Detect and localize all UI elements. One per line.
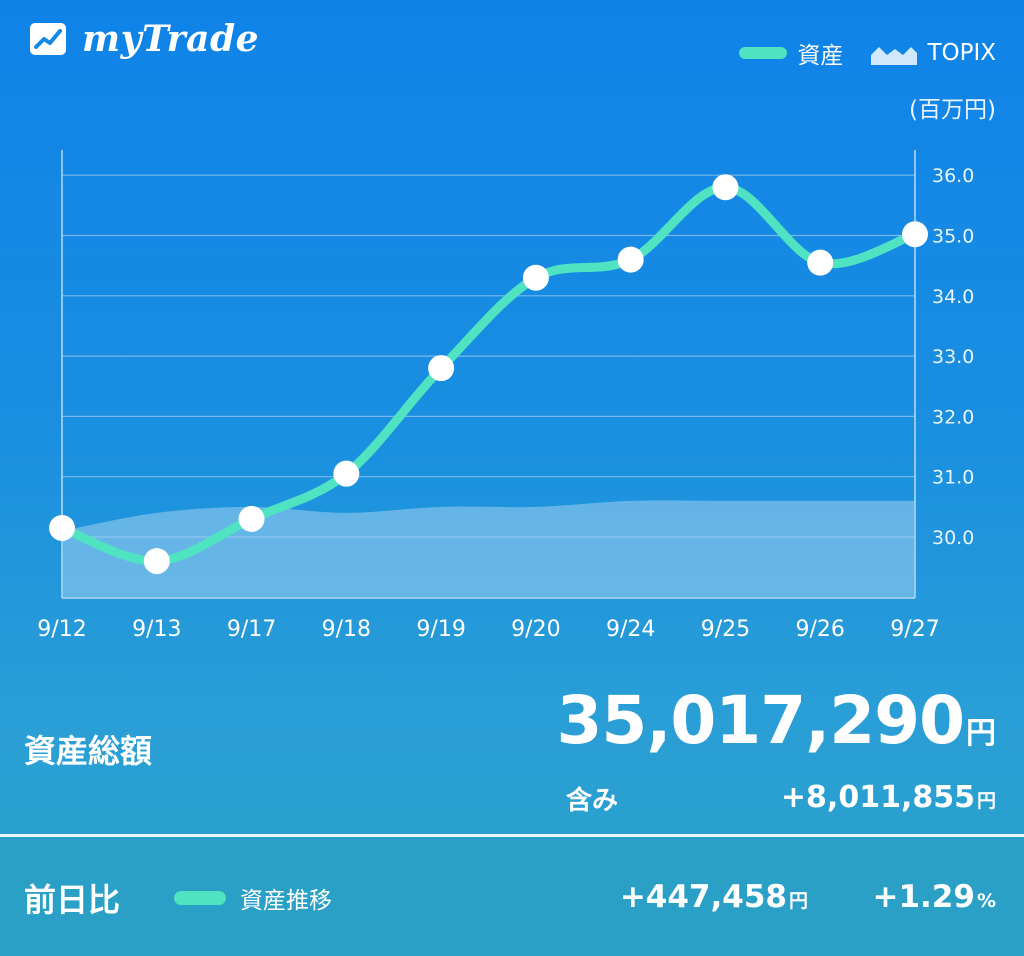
day-change-label: 前日比 <box>24 881 121 919</box>
total-assets-unit: 円 <box>966 716 996 751</box>
asset-point <box>49 514 75 541</box>
unit-label: (百万円) <box>909 97 996 123</box>
x-tick-label: 9/20 <box>511 617 560 642</box>
asset-legend-swatch <box>739 47 788 59</box>
day-change-percent: +1.29 % <box>872 879 996 915</box>
asset-point <box>902 221 928 248</box>
x-tick-label: 9/18 <box>322 617 371 642</box>
asset-point <box>617 246 644 273</box>
total-assets-label: 資産総額 <box>24 732 153 770</box>
app-name: myTrade <box>82 18 260 60</box>
unrealized-value: +8,011,855 <box>780 780 975 815</box>
x-tick-label: 9/27 <box>890 617 939 642</box>
asset-point <box>712 174 739 201</box>
asset-point <box>522 264 549 291</box>
trend-legend-swatch <box>174 891 226 905</box>
asset-point <box>333 460 360 487</box>
y-tick-label: 32.0 <box>932 406 974 428</box>
topix-legend-swatch <box>871 47 918 65</box>
day-change-unit: 円 <box>788 890 808 912</box>
trend-toggle[interactable]: 資産推移 <box>240 888 332 914</box>
y-tick-label: 33.0 <box>932 346 974 368</box>
divider <box>0 834 1024 837</box>
x-tick-label: 9/13 <box>132 617 181 642</box>
asset-chart: 30.0 31.0 32.0 33.0 34.0 35.0 36.0 9/12 9/13 9/17… <box>37 150 975 642</box>
mytrade-logo-icon <box>30 23 66 55</box>
topix-area <box>62 500 915 598</box>
daily-change-bar: 前日比 資産推移 +447,458 円 +1.29 % <box>0 837 1024 956</box>
day-change-percent-unit: % <box>976 890 996 912</box>
x-tick-label: 9/25 <box>701 617 750 642</box>
asset-line <box>57 182 920 566</box>
unrealized-label: 含み <box>566 786 619 816</box>
x-tick-label: 9/12 <box>37 617 86 642</box>
asset-point <box>143 548 170 575</box>
chart-legend: 資産 TOPIX <box>739 36 996 70</box>
y-tick-label: 35.0 <box>932 226 974 248</box>
x-tick-label: 9/19 <box>416 617 465 642</box>
x-tick-label: 9/17 <box>227 617 276 642</box>
day-change-amount: +447,458 円 <box>620 879 808 915</box>
x-tick-label: 9/24 <box>606 617 655 642</box>
asset-point <box>238 505 265 532</box>
y-tick-label: 34.0 <box>932 286 974 308</box>
y-tick-label: 36.0 <box>932 165 974 187</box>
unrealized-amount: +8,011,855 円 <box>781 780 996 815</box>
y-tick-label: 30.0 <box>932 527 974 549</box>
topix-legend-label: TOPIX <box>927 40 996 66</box>
day-change-percent-value: +1.29 <box>872 879 975 915</box>
total-assets-amount: 35,017,290 円 <box>556 682 996 759</box>
asset-legend-label: 資産 <box>797 43 844 69</box>
unrealized-unit: 円 <box>976 790 996 812</box>
y-tick-label: 31.0 <box>932 467 974 489</box>
x-tick-label: 9/26 <box>796 617 845 642</box>
total-assets-value: 35,017,290 <box>556 682 965 759</box>
brand: myTrade <box>28 18 259 60</box>
asset-point <box>428 355 455 382</box>
asset-point <box>807 249 834 276</box>
day-change-value: +447,458 <box>619 879 787 915</box>
